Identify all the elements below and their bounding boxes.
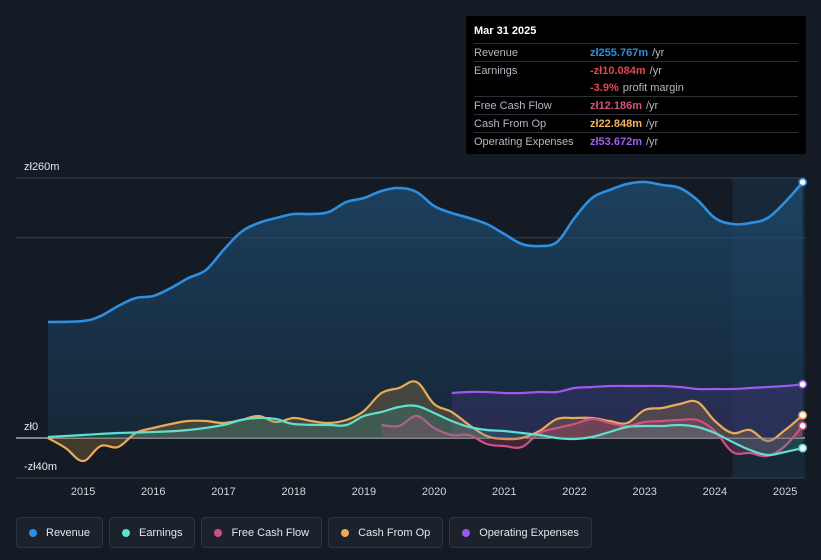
tooltip-unit: profit margin xyxy=(622,81,684,94)
x-tick-2018: 2018 xyxy=(281,486,305,498)
x-tick-2021: 2021 xyxy=(492,486,516,498)
operating-expenses-end-point[interactable] xyxy=(798,379,808,389)
legend-label: Free Cash Flow xyxy=(231,526,310,539)
earnings-area xyxy=(48,405,803,456)
tooltip-date: Mar 31 2025 xyxy=(474,25,537,37)
tooltip-row-revenue: Revenue zł255.767m /yr xyxy=(474,43,798,61)
y-label-bottom: -zł40m xyxy=(24,461,57,473)
chart-legend: Revenue Earnings Free Cash Flow Cash Fro… xyxy=(16,517,592,548)
tooltip-value: -zł10.084m xyxy=(590,64,646,77)
legend-cash-from-op[interactable]: Cash From Op xyxy=(328,517,444,548)
tooltip-label: Earnings xyxy=(474,64,518,77)
cash-from-op-end-point[interactable] xyxy=(798,410,808,420)
tooltip-value: zł12.186m xyxy=(590,99,642,112)
tooltip-label: Operating Expenses xyxy=(474,135,574,148)
tooltip-row-free-cash-flow: Free Cash Flow zł12.186m /yr xyxy=(474,96,798,114)
x-tick-2019: 2019 xyxy=(352,486,376,498)
x-tick-2016: 2016 xyxy=(141,486,165,498)
legend-label: Earnings xyxy=(139,526,183,539)
legend-dot-icon xyxy=(341,528,350,537)
legend-dot-icon xyxy=(462,528,471,537)
free-cash-flow-line xyxy=(381,414,804,458)
earnings-line xyxy=(47,404,803,457)
tooltip-unit: /yr xyxy=(649,64,662,77)
legend-label: Revenue xyxy=(46,526,91,539)
tooltip-label: Free Cash Flow xyxy=(474,99,552,112)
legend-label: Cash From Op xyxy=(358,526,431,539)
legend-revenue[interactable]: Revenue xyxy=(16,517,104,548)
tooltip-row-operating-expenses: Operating Expenses zł53.672m /yr xyxy=(474,132,798,150)
legend-label: Operating Expenses xyxy=(479,526,579,539)
x-axis-ticks: 2015 2016 2017 2018 2019 2020 2021 2022 2023 2024… xyxy=(71,486,797,498)
y-label-zero: zł0 xyxy=(24,421,38,433)
legend-earnings[interactable]: Earnings xyxy=(109,517,196,548)
y-label-top: zł260m xyxy=(24,161,59,173)
legend-dot-icon xyxy=(214,528,223,537)
tooltip-unit: /yr xyxy=(645,117,659,130)
tooltip-value: zł53.672m xyxy=(590,135,642,148)
legend-free-cash-flow[interactable]: Free Cash Flow xyxy=(201,517,323,548)
series-layer xyxy=(47,177,808,463)
x-tick-2022: 2022 xyxy=(562,486,586,498)
x-tick-2024: 2024 xyxy=(703,486,727,498)
legend-dot-icon xyxy=(122,528,131,537)
tooltip-row-cash-from-op: Cash From Op zł22.848m /yr xyxy=(474,114,798,132)
tooltip-unit: /yr xyxy=(652,46,665,59)
data-tooltip: Mar 31 2025 Revenue zł255.767m /yr Earni… xyxy=(466,16,806,154)
tooltip-value: zł255.767m xyxy=(590,46,649,59)
financial-chart: zł260m zł0 -zł40m 2015 2016 2017 2018 2019 20… xyxy=(16,161,808,498)
x-tick-2020: 2020 xyxy=(422,486,446,498)
tooltip-label: Revenue xyxy=(474,46,519,59)
earnings-end-point[interactable] xyxy=(798,443,808,453)
free-cash-flow-end-point[interactable] xyxy=(798,421,808,431)
revenue-area xyxy=(48,181,803,438)
tooltip-label: Cash From Op xyxy=(474,117,547,130)
tooltip-unit: /yr xyxy=(645,99,659,112)
tooltip-unit: /yr xyxy=(645,135,659,148)
x-tick-2017: 2017 xyxy=(211,486,235,498)
revenue-end-point[interactable] xyxy=(798,177,808,187)
revenue-line xyxy=(47,180,804,324)
legend-operating-expenses[interactable]: Operating Expenses xyxy=(449,517,592,548)
tooltip-value: -3.9% xyxy=(590,81,619,94)
operating-expenses-line xyxy=(451,383,803,395)
x-tick-2025: 2025 xyxy=(773,486,797,498)
legend-dot-icon xyxy=(29,528,37,537)
x-tick-2023: 2023 xyxy=(632,486,656,498)
tooltip-value: zł22.848m xyxy=(590,117,642,130)
tooltip-row-earnings: Earnings -zł10.084m /yr xyxy=(474,61,798,79)
x-tick-2015: 2015 xyxy=(71,486,95,498)
tooltip-row-profit-margin: -3.9% profit margin xyxy=(474,79,798,96)
operating-expenses-area xyxy=(451,384,803,438)
cash-from-op-line xyxy=(47,380,804,463)
